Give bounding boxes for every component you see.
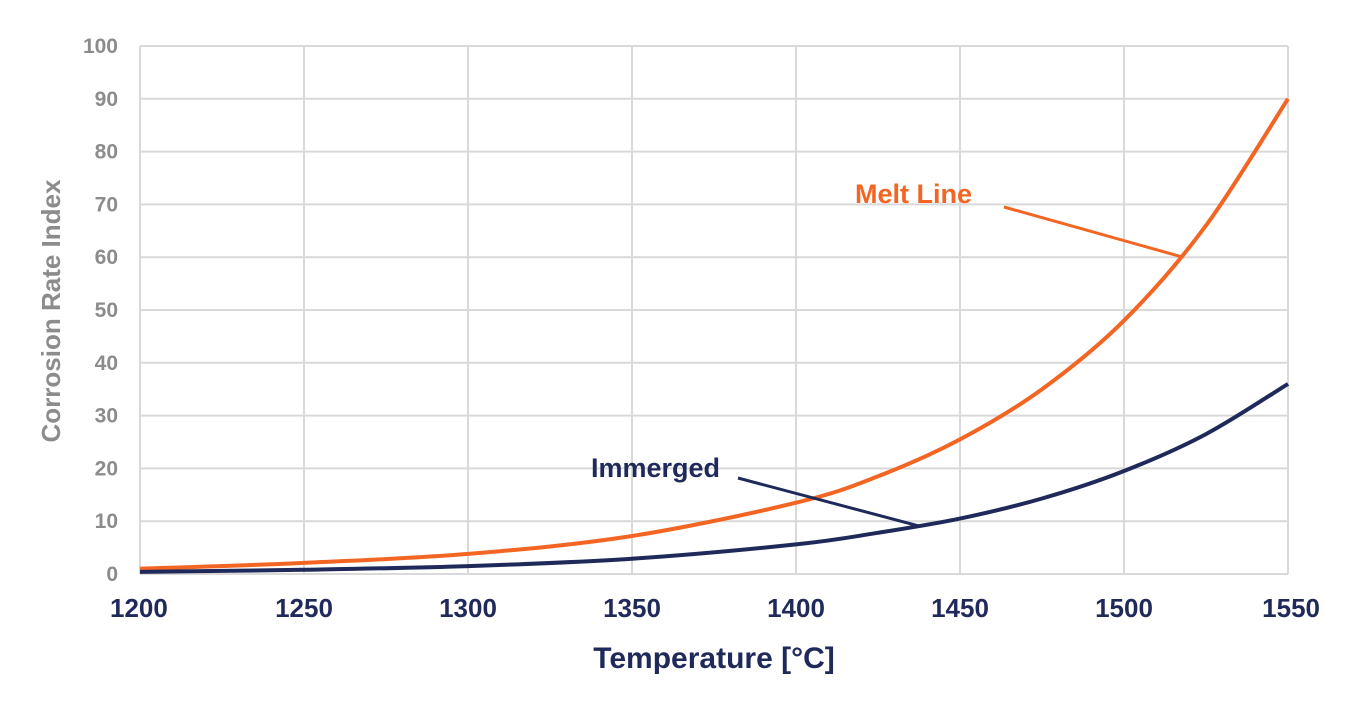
y-tick-label: 90 [95,88,118,111]
x-tick-label: 1500 [1095,593,1153,623]
immerged-annotation: Immerged [591,453,720,483]
melt-line-line [139,97,1290,571]
x-tick-label: 1300 [439,593,497,623]
x-axis-label: Temperature [°C] [593,642,834,675]
series-lines [139,97,1290,574]
y-tick-label: 50 [95,299,118,322]
y-tick-label: 30 [95,405,118,428]
x-tick-label: 1400 [767,593,825,623]
y-tick-label: 80 [95,141,118,164]
x-tick-label: 1350 [603,593,661,623]
melt-line-annotation: Melt Line [855,179,972,209]
x-tick-label: 1450 [931,593,989,623]
x-tick-label: 1250 [275,593,333,623]
y-axis-ticks: 0 10 20 30 40 50 60 70 80 90 100 [83,35,118,586]
y-tick-label: 60 [95,246,118,269]
x-tick-label: 1200 [110,593,168,623]
y-tick-label: 10 [95,510,118,533]
immerged-leader-line [737,476,922,528]
y-axis-label: Corrosion Rate Index [36,179,66,442]
annotations: Melt Line Immerged [591,179,1184,528]
x-axis-ticks: 1200 1250 1300 1350 1400 1450 1500 1550 [110,593,1320,623]
y-tick-label: 100 [83,35,118,58]
y-tick-label: 20 [95,457,118,480]
y-tick-label: 0 [106,563,118,586]
y-tick-label: 40 [95,352,118,375]
immerged-line [139,382,1290,574]
melt-line-leader-line [1003,205,1184,259]
x-tick-label: 1550 [1262,593,1320,623]
y-tick-label: 70 [95,193,118,216]
grid [139,45,1289,575]
